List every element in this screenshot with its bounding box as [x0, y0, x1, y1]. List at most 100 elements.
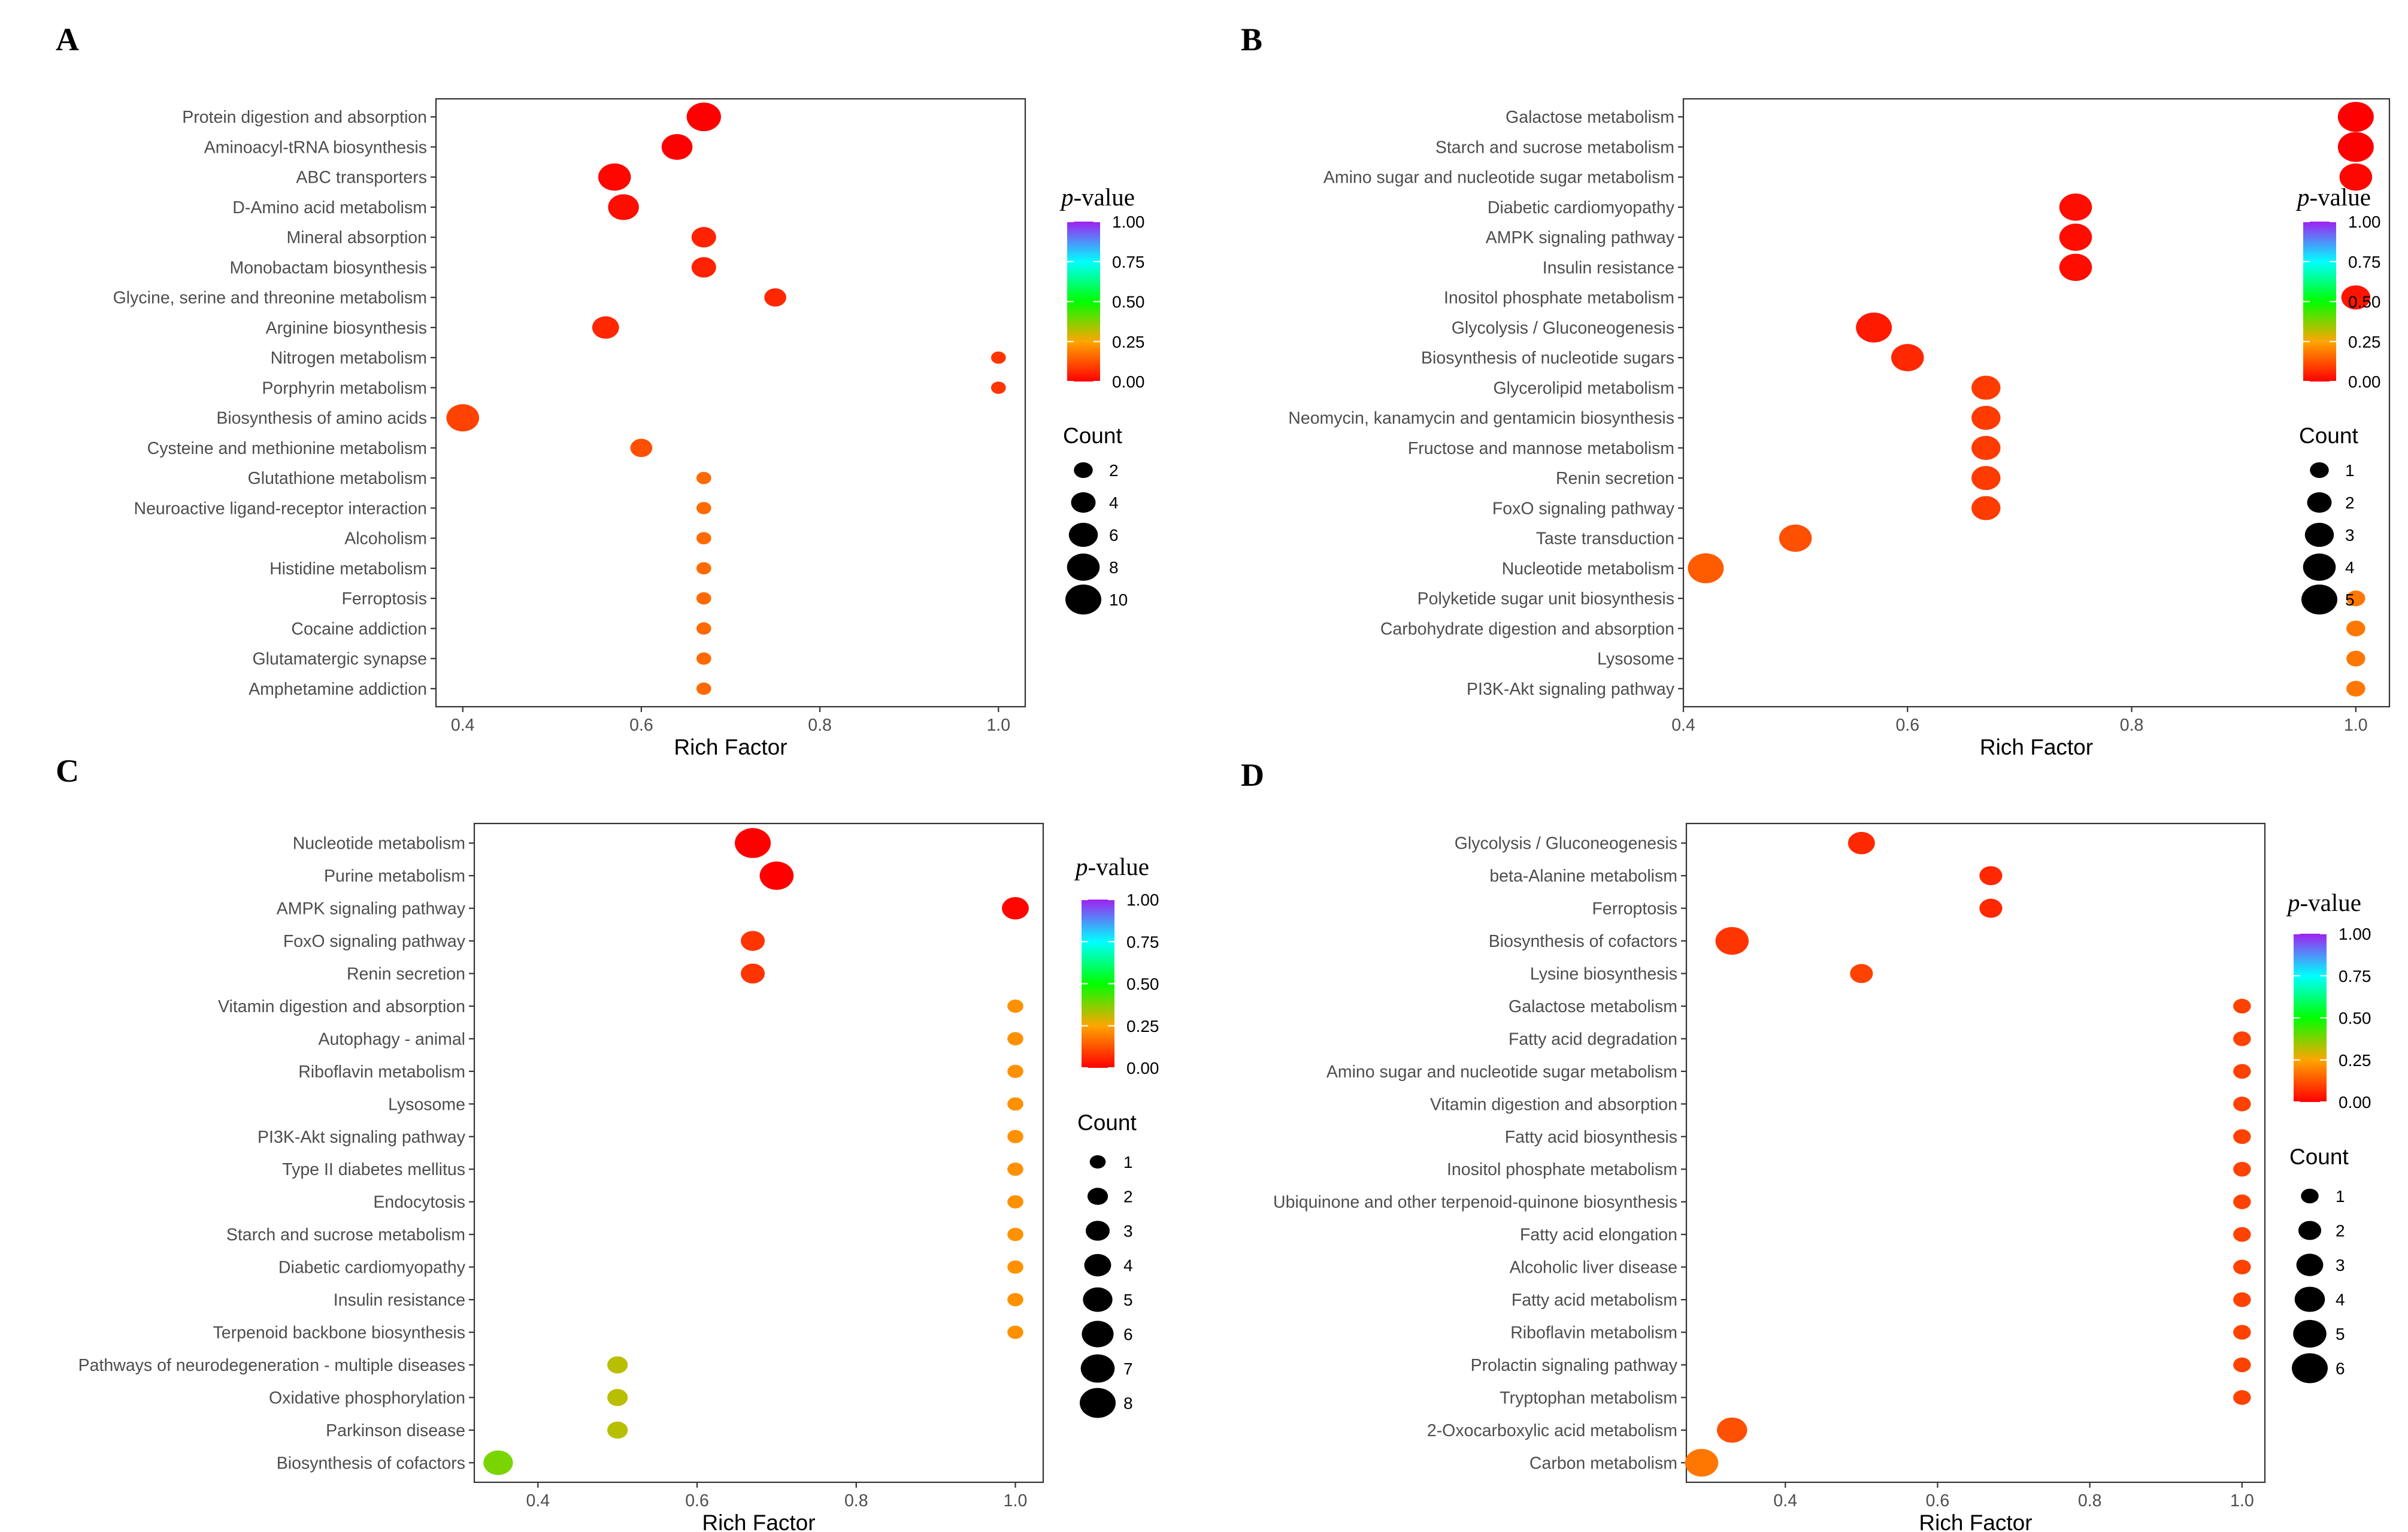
pathway-label: PI3K-Akt signaling pathway	[258, 1128, 466, 1147]
enrichment-point	[735, 828, 771, 858]
pathway-label: Amphetamine addiction	[249, 680, 427, 699]
count-legend-dot	[2298, 1221, 2322, 1240]
color-legend-title-rest: -value	[1088, 853, 1149, 880]
enrichment-point	[696, 532, 711, 544]
enrichment-point	[1891, 344, 1924, 371]
pathway-label: Starch and sucrose metabolism	[1435, 138, 1674, 157]
enrichment-point	[2346, 620, 2365, 637]
enrichment-point	[2233, 1161, 2251, 1177]
pathway-label: Lysosome	[1597, 650, 1674, 669]
pathway-label: Alcoholic liver disease	[1510, 1258, 1677, 1277]
x-tick-label: 0.8	[2078, 1491, 2102, 1510]
pathway-label: Lysine biosynthesis	[1530, 964, 1677, 983]
pathway-label: Inositol phosphate metabolism	[1447, 1160, 1677, 1179]
enrichment-point	[1688, 553, 1724, 583]
x-axis-title: Rich Factor	[1919, 1510, 2032, 1532]
count-legend-dot	[1068, 522, 1098, 547]
pathway-label: Alcoholism	[344, 529, 427, 549]
enrichment-point	[1007, 1032, 1023, 1046]
pathway-label: Biosynthesis of nucleotide sugars	[1421, 349, 1674, 368]
pathway-label: Mineral absorption	[287, 228, 427, 247]
count-legend-dot	[2310, 462, 2329, 479]
pathway-label: Neuroactive ligand-receptor interaction	[134, 499, 427, 518]
count-legend-label: 8	[1123, 1394, 1133, 1413]
count-legend-dot	[1080, 1354, 1115, 1383]
pathway-label: Cocaine addiction	[291, 619, 427, 638]
pathway-label: Protein digestion and absorption	[182, 108, 427, 127]
pathway-label: Insulin resistance	[334, 1291, 465, 1310]
enrichment-point	[1716, 1417, 1747, 1443]
enrichment-point	[1002, 897, 1029, 920]
enrichment-point	[630, 438, 653, 458]
enrichment-point	[696, 622, 711, 635]
enrichment-point	[607, 1389, 628, 1406]
pathway-label: Nucleotide metabolism	[1502, 559, 1674, 579]
panel-d: D Glycolysis / Gluconeogenesis beta-Alanin…	[1241, 757, 2371, 1532]
pathway-label: Insulin resistance	[1543, 258, 1674, 277]
panel-letter: C	[56, 753, 79, 789]
color-scale-label: 0.25	[1112, 332, 1145, 351]
enrichment-point	[1856, 312, 1892, 343]
enrichment-point	[691, 257, 716, 278]
enrichment-point	[483, 1450, 513, 1475]
plot-area	[473, 822, 1044, 1483]
pathway-label: Taste transduction	[1536, 529, 1674, 549]
pathway-label: Purine metabolism	[324, 867, 465, 886]
pathway-label: Endocytosis	[373, 1193, 465, 1212]
enrichment-point	[1007, 1130, 1023, 1143]
count-legend-label: 2	[1109, 461, 1119, 480]
pathway-label: Carbon metabolism	[1529, 1454, 1677, 1473]
count-legend-label: 7	[1123, 1360, 1133, 1378]
enrichment-point	[446, 404, 480, 432]
color-legend-title: p-value	[1074, 853, 1149, 880]
enrichment-point	[1007, 1195, 1023, 1209]
enrichment-point	[696, 562, 711, 575]
count-legend-dot	[2301, 585, 2337, 614]
enrichment-point	[1971, 465, 2001, 491]
count-legend-label: 4	[2336, 1291, 2345, 1309]
pathway-label: Prolactin signaling pathway	[1471, 1356, 1678, 1375]
pathway-label: Terpenoid backbone biosynthesis	[213, 1324, 465, 1343]
count-legend-label: 2	[2345, 493, 2355, 512]
enrichment-point	[2339, 163, 2373, 191]
pathway-label: Fatty acid degradation	[1509, 1030, 1677, 1049]
pathway-label: FoxO signaling pathway	[1492, 499, 1675, 518]
count-legend-dot	[1082, 1321, 1114, 1348]
enrichment-point	[696, 502, 711, 514]
pathway-label: PI3K-Akt signaling pathway	[1467, 680, 1675, 699]
count-legend-label: 2	[1123, 1188, 1133, 1206]
pathway-label: Glycolysis / Gluconeogenesis	[1455, 834, 1677, 853]
x-tick-label: 0.6	[629, 716, 653, 735]
count-legend-title: Count	[2299, 423, 2358, 448]
pathway-label: Galactose metabolism	[1506, 108, 1674, 127]
enrichment-point	[2233, 1227, 2251, 1242]
panel-c: C Nucleotide metabolism Purine metabolism A…	[56, 753, 1159, 1532]
count-legend-dot	[1084, 1254, 1111, 1277]
enrichment-point	[741, 931, 765, 951]
enrichment-point	[608, 194, 639, 220]
enrichment-point	[2233, 1064, 2251, 1079]
enrichment-point	[1850, 964, 1873, 983]
pathway-label: Inositol phosphate metabolism	[1444, 289, 1674, 308]
enrichment-point	[759, 861, 794, 890]
panel-b: B Galactose metabolism Starch and sucrose …	[1241, 22, 2391, 759]
enrichment-point	[1971, 405, 2001, 430]
color-legend-title: p-value	[2295, 183, 2371, 211]
pathway-label: Riboflavin metabolism	[298, 1062, 465, 1082]
enrichment-point	[2233, 1259, 2251, 1274]
pathway-label: Parkinson disease	[326, 1421, 465, 1440]
color-scale-label: 1.00	[1112, 213, 1145, 231]
count-legend-label: 10	[1109, 591, 1128, 609]
color-scale-label: 0.25	[2339, 1051, 2371, 1070]
pathway-label: beta-Alanine metabolism	[1489, 867, 1677, 886]
count-legend-dot	[1087, 1188, 1108, 1205]
enrichment-point	[592, 316, 619, 339]
pathway-label: Glycine, serine and threonine metabolism	[113, 289, 427, 308]
x-tick-label: 0.6	[1926, 1491, 1950, 1510]
count-legend-label: 4	[1123, 1257, 1133, 1275]
pathway-label: Diabetic cardiomyopathy	[1488, 198, 1675, 217]
enrichment-point	[1847, 831, 1875, 855]
x-tick-label: 0.4	[1671, 716, 1695, 735]
count-legend-title: Count	[2289, 1145, 2349, 1169]
enrichment-point	[598, 163, 631, 191]
